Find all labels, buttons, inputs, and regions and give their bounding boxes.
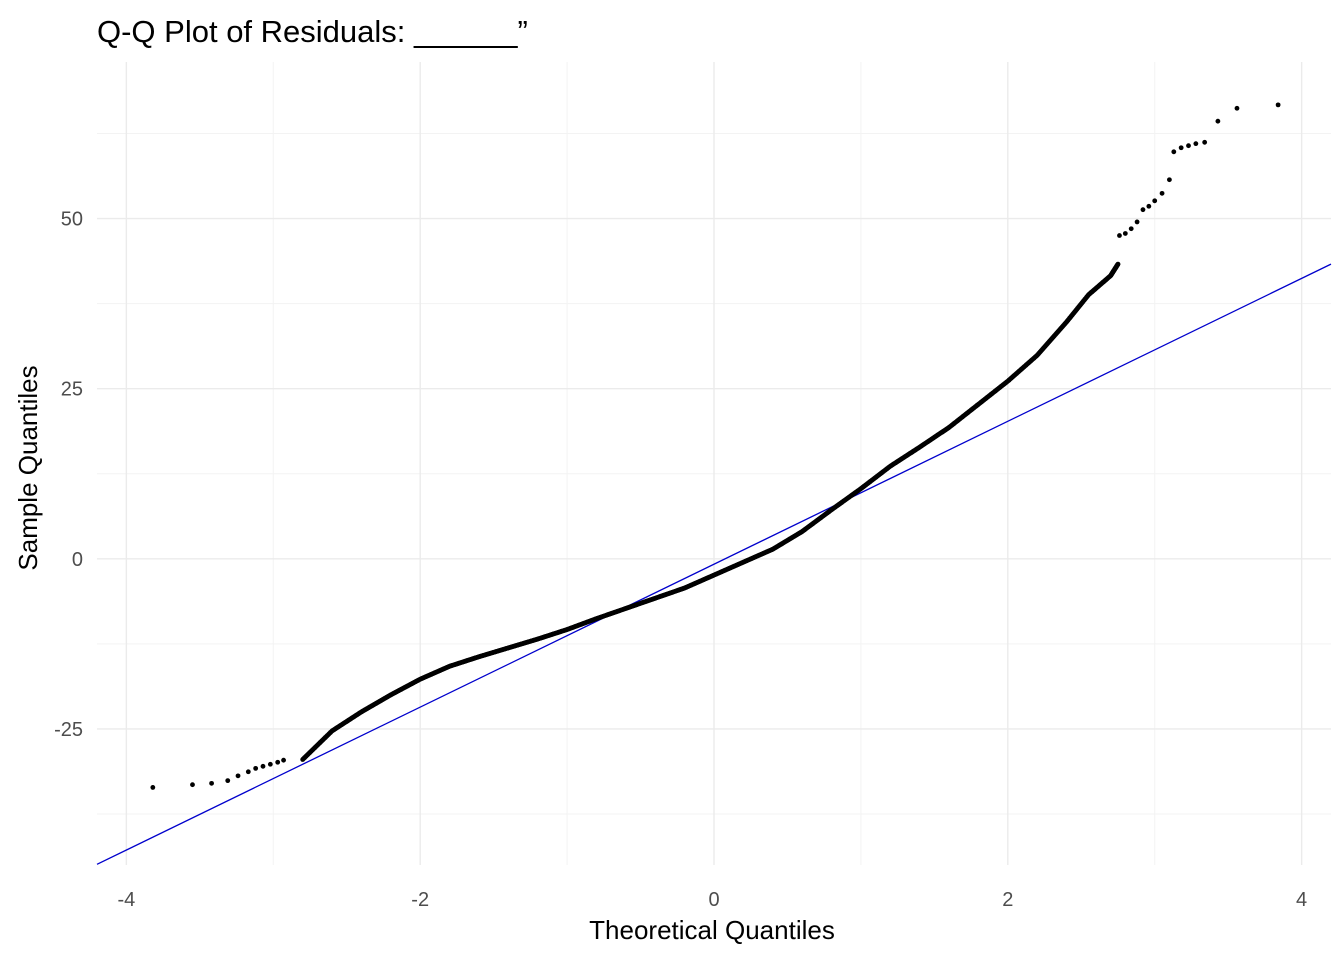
sample-point bbox=[235, 773, 241, 779]
y-tick-label: -25 bbox=[54, 719, 83, 741]
sample-point bbox=[1215, 118, 1221, 124]
sample-point bbox=[1275, 102, 1281, 108]
sample-point bbox=[225, 778, 231, 784]
grid-lines bbox=[97, 62, 1331, 865]
sample-point bbox=[1159, 190, 1165, 196]
sample-point bbox=[1167, 177, 1172, 183]
sample-point bbox=[1128, 226, 1134, 232]
sample-points bbox=[150, 102, 1281, 790]
sample-point bbox=[1117, 233, 1122, 238]
reference-line bbox=[96, 263, 1332, 865]
sample-point bbox=[1152, 198, 1158, 204]
x-tick-label: 2 bbox=[1002, 889, 1013, 911]
sample-point bbox=[209, 780, 214, 786]
sample-point bbox=[275, 759, 281, 765]
sample-point bbox=[267, 761, 273, 767]
sample-point bbox=[1234, 105, 1240, 111]
y-tick-label: 0 bbox=[72, 549, 83, 571]
x-tick-label: -4 bbox=[117, 889, 135, 911]
x-tick-label: 0 bbox=[708, 889, 719, 911]
y-tick-label: 50 bbox=[61, 209, 83, 231]
sample-point bbox=[1134, 219, 1140, 225]
sample-point bbox=[245, 769, 251, 775]
y-axis-ticks: -25 0 25 50 bbox=[54, 209, 83, 741]
sample-point bbox=[1115, 261, 1121, 267]
sample-point bbox=[1186, 143, 1191, 149]
chart-title: Q-Q Plot of Residuals: ______” bbox=[97, 14, 528, 49]
x-tick-label: -2 bbox=[411, 889, 429, 911]
sample-point bbox=[253, 765, 259, 771]
x-axis-title: Theoretical Quantiles bbox=[589, 915, 835, 945]
x-tick-label: 4 bbox=[1296, 889, 1307, 911]
y-tick-label: 25 bbox=[61, 379, 83, 401]
reference-line-group bbox=[96, 263, 1332, 865]
sample-point bbox=[281, 757, 286, 763]
sample-point bbox=[1122, 231, 1128, 236]
sample-point bbox=[1178, 145, 1184, 151]
y-axis-title: Sample Quantiles bbox=[13, 365, 43, 570]
x-axis-ticks: -4 -2 0 2 4 bbox=[117, 889, 1307, 911]
sample-point bbox=[260, 763, 266, 769]
sample-point bbox=[1193, 141, 1199, 147]
sample-point bbox=[150, 785, 156, 790]
sample-point bbox=[1202, 139, 1208, 145]
sample-point bbox=[190, 782, 195, 788]
sample-point bbox=[1146, 203, 1152, 209]
sample-point bbox=[1171, 149, 1177, 155]
sample-point bbox=[1140, 207, 1146, 213]
